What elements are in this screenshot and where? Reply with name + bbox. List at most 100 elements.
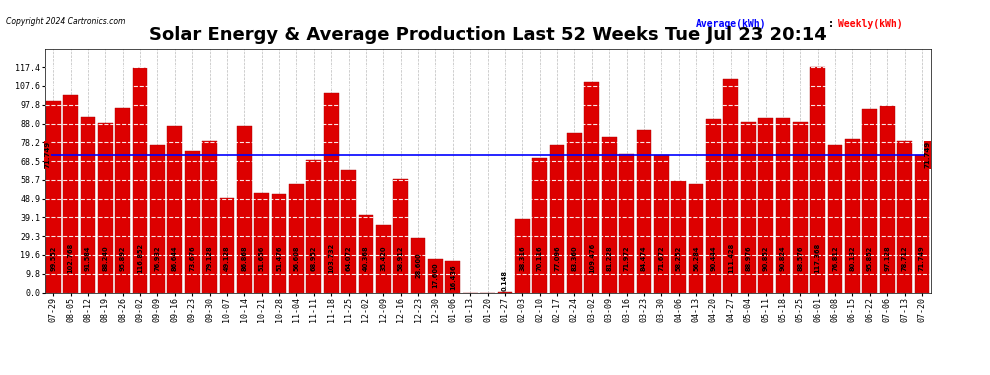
Bar <box>637 130 651 292</box>
Text: 116.852: 116.852 <box>137 243 144 273</box>
Bar <box>828 145 842 292</box>
Bar <box>202 141 217 292</box>
Bar <box>724 79 739 292</box>
Bar <box>324 93 339 292</box>
Bar <box>654 155 668 292</box>
Text: 51.656: 51.656 <box>258 245 264 271</box>
Bar <box>271 194 286 292</box>
Bar <box>533 158 547 292</box>
Bar <box>116 108 130 292</box>
Bar <box>358 215 373 292</box>
Text: 56.284: 56.284 <box>693 245 699 271</box>
Bar <box>880 106 895 292</box>
Bar <box>584 82 599 292</box>
Bar <box>845 139 859 292</box>
Bar <box>862 108 877 292</box>
Bar <box>289 184 304 292</box>
Bar <box>411 238 426 292</box>
Text: Copyright 2024 Cartronics.com: Copyright 2024 Cartronics.com <box>6 17 125 26</box>
Text: 38.316: 38.316 <box>520 245 526 271</box>
Text: 90.824: 90.824 <box>780 245 786 271</box>
Text: 73.676: 73.676 <box>189 245 195 271</box>
Bar <box>775 118 790 292</box>
Bar <box>689 184 704 292</box>
Bar <box>602 136 617 292</box>
Text: 95.852: 95.852 <box>867 245 873 271</box>
Bar <box>897 141 912 292</box>
Text: 40.368: 40.368 <box>363 245 369 271</box>
Text: 71.972: 71.972 <box>624 245 630 271</box>
Bar <box>98 123 113 292</box>
Text: 16.436: 16.436 <box>449 264 455 290</box>
Text: 76.932: 76.932 <box>154 245 160 271</box>
Text: 49.128: 49.128 <box>224 245 230 271</box>
Text: 64.072: 64.072 <box>346 245 351 271</box>
Text: 99.552: 99.552 <box>50 245 56 271</box>
Bar <box>185 151 200 292</box>
Text: 86.868: 86.868 <box>242 245 248 271</box>
Text: 17.600: 17.600 <box>433 263 439 288</box>
Bar <box>393 179 408 292</box>
Bar <box>549 144 564 292</box>
Text: 76.812: 76.812 <box>832 245 839 271</box>
Text: 90.444: 90.444 <box>711 245 717 271</box>
Text: 51.476: 51.476 <box>276 245 282 271</box>
Text: 68.952: 68.952 <box>311 245 317 271</box>
Bar <box>793 123 808 292</box>
Bar <box>428 259 443 292</box>
Bar <box>446 261 460 292</box>
Text: 88.240: 88.240 <box>102 245 108 271</box>
Text: 97.128: 97.128 <box>884 245 890 271</box>
Text: 77.096: 77.096 <box>554 245 560 271</box>
Text: 102.768: 102.768 <box>67 243 73 273</box>
Bar <box>810 67 825 292</box>
Bar <box>307 160 321 292</box>
Text: 109.476: 109.476 <box>589 243 595 273</box>
Text: 103.732: 103.732 <box>329 243 335 273</box>
Bar <box>46 101 60 292</box>
Text: 80.132: 80.132 <box>849 245 855 271</box>
Bar <box>706 119 721 292</box>
Bar <box>237 126 251 292</box>
Text: 81.228: 81.228 <box>606 245 612 271</box>
Text: :: : <box>829 19 833 29</box>
Bar <box>619 154 634 292</box>
Bar <box>220 198 235 292</box>
Bar <box>254 194 269 292</box>
Text: 79.128: 79.128 <box>207 245 213 271</box>
Text: 56.608: 56.608 <box>293 245 299 271</box>
Text: 71.749: 71.749 <box>45 141 50 168</box>
Title: Solar Energy & Average Production Last 52 Weeks Tue Jul 23 20:14: Solar Energy & Average Production Last 5… <box>148 26 827 44</box>
Bar <box>515 219 530 292</box>
Text: 28.600: 28.600 <box>415 252 421 278</box>
Bar <box>741 122 755 292</box>
Text: 58.912: 58.912 <box>398 245 404 271</box>
Bar <box>342 170 356 292</box>
Bar <box>150 145 165 292</box>
Text: 70.116: 70.116 <box>537 245 543 271</box>
Text: 111.428: 111.428 <box>728 243 734 273</box>
Text: 90.852: 90.852 <box>762 245 768 271</box>
Bar <box>671 181 686 292</box>
Bar <box>567 132 582 292</box>
Text: 88.976: 88.976 <box>745 245 751 271</box>
Text: 35.420: 35.420 <box>380 246 386 271</box>
Text: 71.749: 71.749 <box>925 141 931 168</box>
Text: 86.644: 86.644 <box>172 245 178 271</box>
Text: Weekly(kWh): Weekly(kWh) <box>838 19 902 29</box>
Bar <box>376 225 391 292</box>
Bar <box>80 117 95 292</box>
Text: 117.368: 117.368 <box>815 243 821 273</box>
Bar <box>758 118 773 292</box>
Text: 71.749: 71.749 <box>919 245 925 271</box>
Text: Average(kWh): Average(kWh) <box>696 19 766 29</box>
Bar <box>915 155 930 292</box>
Text: 71.672: 71.672 <box>658 245 664 271</box>
Bar <box>167 126 182 292</box>
Bar <box>63 95 78 292</box>
Text: 83.360: 83.360 <box>571 245 577 271</box>
Text: 88.576: 88.576 <box>797 245 803 271</box>
Text: 95.892: 95.892 <box>120 245 126 271</box>
Text: 84.474: 84.474 <box>641 245 646 271</box>
Text: 91.584: 91.584 <box>85 245 91 271</box>
